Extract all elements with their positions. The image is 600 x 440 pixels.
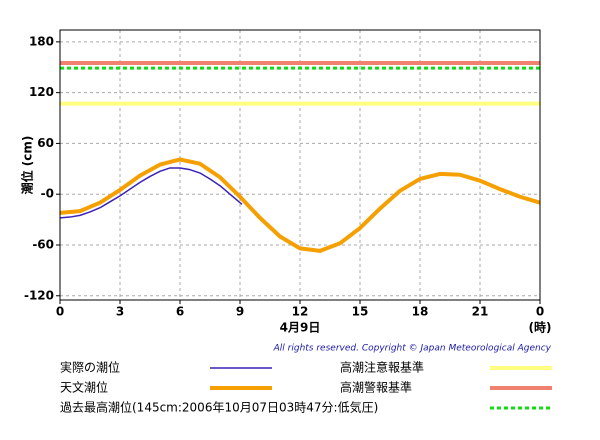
copyright: All rights reserved. Copyright © Japan M… — [273, 344, 552, 354]
x-tick-label: 15 — [352, 305, 369, 319]
series-line — [59, 167, 243, 219]
series-line — [59, 157, 541, 253]
x-tick-label: 0 — [56, 305, 64, 319]
x-tick-label: 12 — [292, 305, 309, 319]
y-tick-label: -0 — [41, 187, 54, 201]
y-tick-label: 120 — [29, 85, 54, 99]
x-tick-label: 9 — [236, 305, 244, 319]
x-axis-label: 4月9日 — [280, 321, 321, 335]
y-tick-label: 180 — [29, 34, 54, 48]
legend-label: 天文潮位 — [60, 380, 108, 395]
x-tick-label: 18 — [412, 305, 429, 319]
legend-label: 過去最高潮位(145cm:2006年10月07日03時47分:低気圧) — [60, 400, 378, 415]
x-tick-label: 0 — [536, 305, 544, 319]
x-unit: (時) — [529, 320, 552, 335]
plot-frame — [59, 29, 541, 301]
legend-label: 高潮注意報基準 — [340, 360, 424, 375]
y-tick-label: -60 — [32, 237, 54, 251]
legend-label: 高潮警報基準 — [340, 380, 412, 395]
x-tick-label: 21 — [472, 305, 489, 319]
y-tick-label: 60 — [37, 136, 54, 150]
y-axis-label: 潮位 (cm) — [20, 136, 35, 195]
legend-label: 実際の潮位 — [60, 360, 120, 375]
y-tick-label: -120 — [24, 288, 54, 302]
x-tick-label: 3 — [116, 305, 124, 319]
x-tick-label: 6 — [176, 305, 184, 319]
